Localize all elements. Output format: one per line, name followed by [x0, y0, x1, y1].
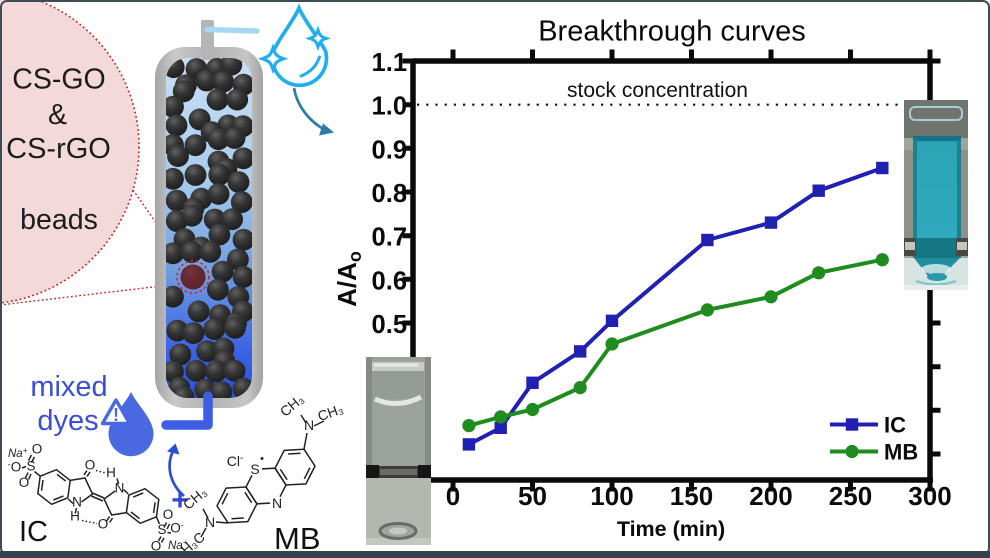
svg-text:150: 150 [670, 481, 713, 511]
svg-text:beads: beads [20, 204, 98, 236]
svg-text:200: 200 [749, 481, 792, 511]
svg-text:0.6: 0.6 [372, 267, 407, 295]
svg-text:N: N [115, 481, 125, 496]
svg-text:O: O [19, 475, 30, 490]
svg-text:0.7: 0.7 [372, 224, 407, 252]
svg-text:mixed: mixed [30, 371, 107, 403]
svg-text:O-: O- [170, 521, 184, 536]
svg-text:50: 50 [518, 481, 547, 511]
svg-text:O: O [85, 458, 96, 473]
svg-text:stock concentration: stock concentration [567, 79, 748, 102]
svg-text:IC: IC [19, 516, 48, 548]
svg-text:MB: MB [884, 440, 918, 465]
svg-text:O: O [98, 517, 109, 532]
svg-text:N: N [72, 495, 82, 510]
svg-text:Time (min): Time (min) [617, 517, 725, 541]
svg-text:1.0: 1.0 [372, 93, 407, 121]
svg-text:MB: MB [274, 521, 321, 556]
svg-text:CH₃: CH₃ [277, 391, 307, 420]
svg-text:•: • [260, 453, 264, 465]
svg-text:+: + [171, 484, 189, 517]
svg-text:CH₃: CH₃ [315, 400, 345, 424]
svg-text:300: 300 [908, 481, 951, 511]
svg-text:&: & [48, 99, 67, 131]
svg-text:Breakthrough curves: Breakthrough curves [538, 16, 806, 48]
svg-text:250: 250 [829, 481, 872, 511]
svg-text:1.1: 1.1 [372, 49, 407, 77]
svg-text:S: S [26, 459, 35, 474]
svg-text:H: H [70, 509, 80, 524]
svg-text:CS-GO: CS-GO [12, 64, 105, 96]
svg-text:IC: IC [884, 413, 906, 438]
svg-text:-O: -O [8, 460, 22, 475]
svg-text:Na+: Na+ [8, 446, 28, 460]
svg-text:O: O [163, 507, 174, 522]
svg-text:Cl-: Cl- [227, 453, 244, 469]
svg-text:S: S [157, 522, 166, 537]
svg-text:N: N [304, 417, 314, 433]
svg-text:N: N [205, 514, 215, 530]
svg-text:0.8: 0.8 [372, 180, 407, 208]
svg-text:0.5: 0.5 [372, 311, 407, 339]
svg-text:S: S [250, 461, 259, 477]
svg-text:N: N [272, 495, 282, 511]
svg-text:0: 0 [446, 481, 460, 511]
svg-text:O: O [151, 539, 162, 554]
svg-text:A/Ao: A/Ao [332, 251, 365, 307]
svg-text:CS-rGO: CS-rGO [6, 133, 111, 165]
svg-text:O: O [32, 442, 43, 457]
svg-text:0.9: 0.9 [372, 136, 407, 164]
svg-text:H: H [106, 465, 116, 480]
svg-text:!: ! [113, 405, 119, 425]
svg-text:dyes: dyes [37, 405, 98, 437]
svg-text:100: 100 [590, 481, 633, 511]
